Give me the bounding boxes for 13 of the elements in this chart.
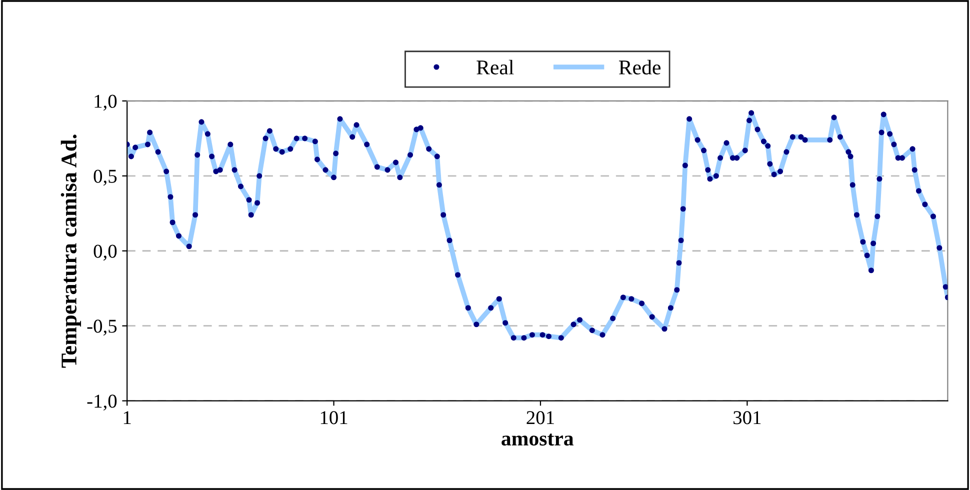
x-tick-label: 1 — [124, 411, 131, 424]
legend-label: Rede — [619, 60, 660, 74]
y-axis-title: Temperatura camisa Ad. — [60, 134, 82, 368]
x-tick-label: 201 — [526, 411, 554, 424]
y-tick-label: 0,5 — [94, 170, 117, 186]
legend-label: Real — [476, 60, 514, 74]
y-tick-label: -1,0 — [87, 394, 117, 411]
y-tick-label: -0,5 — [87, 320, 117, 336]
x-tick-label: 301 — [734, 411, 761, 424]
x-axis-title: amostra — [502, 434, 574, 446]
x-tick-label: 101 — [320, 411, 348, 424]
y-tick-label: 0,0 — [94, 244, 117, 261]
y-tick-label: 1,0 — [94, 94, 117, 111]
